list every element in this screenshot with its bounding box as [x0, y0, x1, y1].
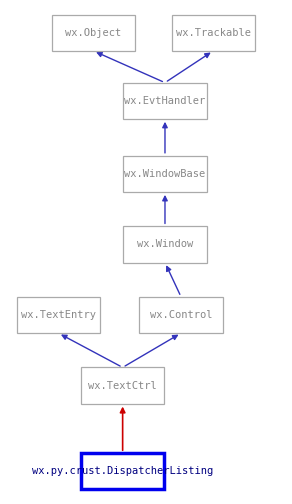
Text: wx.WindowBase: wx.WindowBase [124, 169, 206, 179]
Bar [172, 15, 255, 51]
Bar [81, 453, 164, 489]
Text: wx.Trackable: wx.Trackable [176, 28, 251, 38]
Bar [140, 297, 223, 333]
Bar [123, 156, 207, 192]
Bar [52, 15, 135, 51]
Bar [81, 367, 164, 404]
Text: wx.TextEntry: wx.TextEntry [21, 310, 96, 320]
Text: wx.py.crust.DispatcherListing: wx.py.crust.DispatcherListing [32, 466, 213, 476]
Text: wx.TextCtrl: wx.TextCtrl [88, 381, 157, 391]
Text: wx.Object: wx.Object [65, 28, 121, 38]
Text: wx.EvtHandler: wx.EvtHandler [124, 96, 206, 106]
Text: wx.Control: wx.Control [150, 310, 212, 320]
Bar [17, 297, 100, 333]
Bar [123, 83, 207, 119]
Bar [123, 226, 207, 263]
Text: wx.Window: wx.Window [137, 239, 193, 249]
